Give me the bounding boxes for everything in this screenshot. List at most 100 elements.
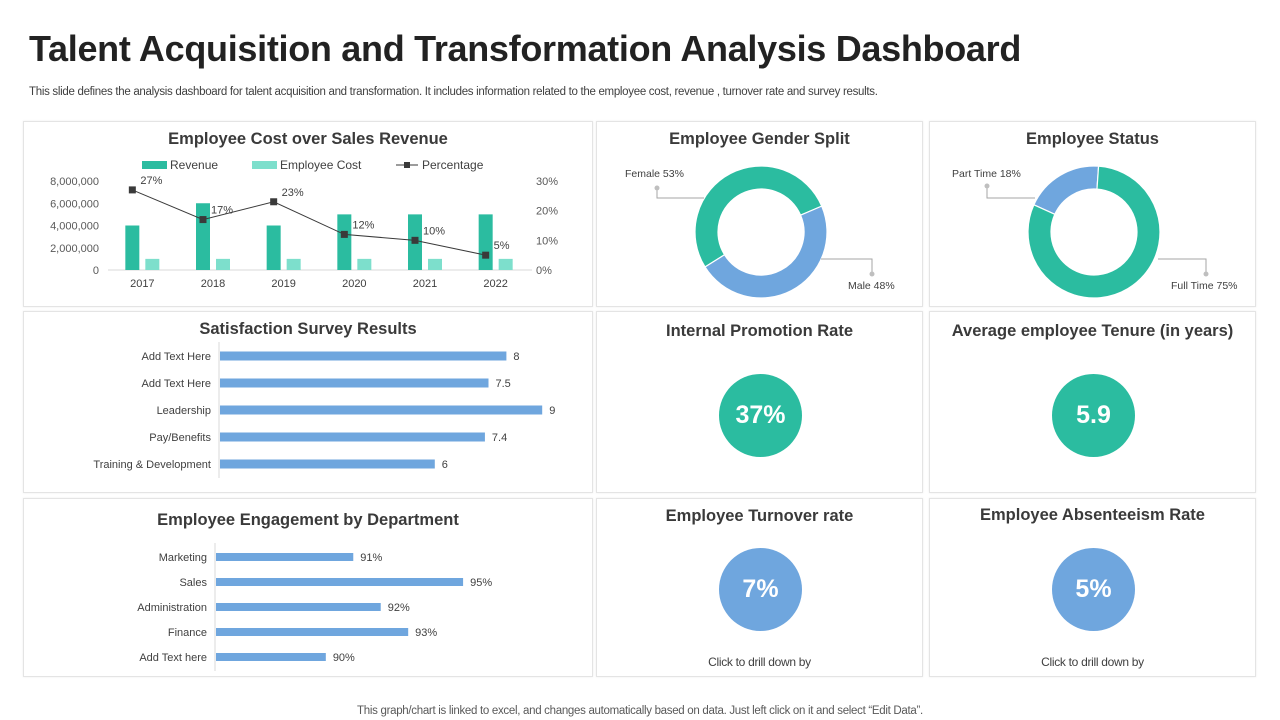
drill-down-link[interactable]: Click to drill down by (1041, 655, 1144, 669)
percentage-label: 12% (352, 219, 374, 231)
bar (216, 578, 464, 586)
category-label: Sales (179, 577, 207, 589)
bar (220, 459, 435, 469)
employee-cost-bar (498, 258, 513, 270)
bar (220, 432, 485, 442)
promotion-rate-panel[interactable]: Internal Promotion Rate 37% (596, 311, 923, 493)
footer-note: This graph/chart is linked to excel, and… (357, 705, 923, 717)
engagement-bar-chart[interactable]: Marketing 91% Sales 95% Administration 92% Fin… (24, 499, 594, 678)
gender-donut-chart[interactable]: Female 53% Male 48% (597, 122, 924, 308)
percentage-point (340, 230, 348, 238)
tenure-panel[interactable]: Average employee Tenure (in years) 5.9 (929, 311, 1256, 493)
page-subtitle: This slide defines the analysis dashboar… (29, 86, 878, 98)
leader-dot (654, 185, 660, 191)
percentage-point (199, 216, 207, 224)
employee-cost-bar (145, 258, 160, 270)
value-label: 7.5 (496, 378, 511, 390)
employee-cost-bar (357, 258, 372, 270)
kpi-title: Employee Absenteeism Rate (980, 506, 1205, 524)
percentage-label: 23% (282, 187, 304, 199)
percentage-label: 17% (211, 205, 233, 217)
chart-title: Employee Engagement by Department (157, 511, 459, 529)
x-tick-label: 2020 (342, 278, 366, 290)
legend-label: Percentage (422, 158, 484, 172)
percentage-label: 5% (494, 240, 510, 252)
promotion-rate-gauge[interactable]: 37% (719, 374, 802, 457)
x-tick-label: 2018 (201, 278, 225, 290)
employee-cost-bar (216, 258, 230, 270)
chart-title: Employee Cost over Sales Revenue (168, 130, 448, 148)
bar (216, 628, 409, 636)
leader-line (821, 258, 873, 274)
x-tick-label: 2017 (130, 278, 154, 290)
satisfaction-bar-chart[interactable]: Add Text Here 8 Add Text Here 7.5 Leadership… (24, 312, 594, 494)
revenue-bar (478, 214, 493, 270)
legend-swatch (142, 161, 167, 169)
legend-marker (404, 162, 410, 168)
legend-swatch (252, 161, 277, 169)
value-label: 92% (388, 602, 410, 614)
revenue-bar (125, 225, 140, 270)
slice-label: Female 53% (625, 168, 684, 180)
leader-line (1158, 258, 1207, 274)
page-title: Talent Acquisition and Transformation An… (29, 28, 1022, 69)
leader-dot (984, 183, 990, 189)
leader-line (986, 186, 1035, 199)
engagement-panel[interactable]: Employee Engagement by Department Market… (23, 498, 593, 677)
absenteeism-panel[interactable]: Employee Absenteeism Rate 5% Click to dr… (929, 498, 1256, 677)
drill-down-link[interactable]: Click to drill down by (708, 655, 811, 669)
employee-cost-panel[interactable]: Employee Cost over Sales Revenue Revenue… (23, 121, 593, 307)
y2-tick-label: 30% (536, 176, 558, 188)
chart-title: Satisfaction Survey Results (199, 320, 417, 338)
donut-slice-male (704, 205, 828, 299)
category-label: Leadership (157, 405, 211, 417)
kpi-title: Employee Turnover rate (665, 507, 854, 525)
legend-label: Employee Cost (280, 158, 362, 172)
leader-dot (869, 271, 875, 277)
turnover-gauge[interactable]: 7% (719, 548, 802, 631)
x-tick-label: 2019 (271, 278, 295, 290)
slice-label: Male 48% (848, 280, 895, 292)
category-label: Administration (137, 602, 207, 614)
percentage-label: 10% (423, 225, 445, 237)
leader-line (656, 188, 704, 199)
revenue-bar (266, 225, 281, 270)
status-donut-chart[interactable]: Part Time 18% Full Time 75% (930, 122, 1257, 308)
value-label: 91% (360, 552, 382, 564)
category-label: Add Text Here (141, 378, 211, 390)
turnover-panel[interactable]: Employee Turnover rate 7% Click to drill… (596, 498, 923, 677)
leader-dot (1203, 271, 1209, 277)
percentage-label: 27% (140, 175, 162, 187)
donut-slice-part-time (1033, 165, 1100, 216)
percentage-point (482, 251, 490, 259)
percentage-line (132, 189, 486, 256)
gender-split-panel[interactable]: Employee Gender Split Female 53% Male 48% (596, 121, 923, 307)
bar (216, 653, 326, 661)
category-label: Finance (168, 627, 207, 639)
employee-status-panel[interactable]: Employee Status Part Time 18% Full Time 7… (929, 121, 1256, 307)
absenteeism-gauge[interactable]: 5% (1052, 548, 1135, 631)
bar (220, 378, 489, 388)
tenure-gauge[interactable]: 5.9 (1052, 374, 1135, 457)
value-label: 95% (470, 577, 492, 589)
value-label: 9 (549, 405, 555, 417)
kpi-title: Average employee Tenure (in years) (951, 322, 1234, 340)
y-tick-label: 4,000,000 (50, 221, 99, 233)
value-label: 6 (442, 459, 448, 471)
bar (220, 351, 507, 361)
y-tick-label: 6,000,000 (50, 198, 99, 210)
y-tick-label: 2,000,000 (50, 243, 99, 255)
revenue-bar (196, 203, 210, 270)
kpi-title: Internal Promotion Rate (665, 322, 854, 340)
chart-title: Employee Gender Split (669, 130, 850, 148)
bar (216, 603, 381, 611)
cost-revenue-chart[interactable]: Revenue Employee Cost Percentage 0 2,000,000… (24, 122, 594, 308)
employee-cost-bar (286, 258, 301, 270)
satisfaction-panel[interactable]: Satisfaction Survey Results Add Text Her… (23, 311, 593, 493)
legend-label: Revenue (170, 158, 218, 172)
value-label: 7.4 (492, 432, 507, 444)
bar (216, 553, 354, 561)
y2-tick-label: 0% (536, 265, 552, 277)
value-label: 93% (415, 627, 437, 639)
value-label: 8 (513, 351, 519, 363)
